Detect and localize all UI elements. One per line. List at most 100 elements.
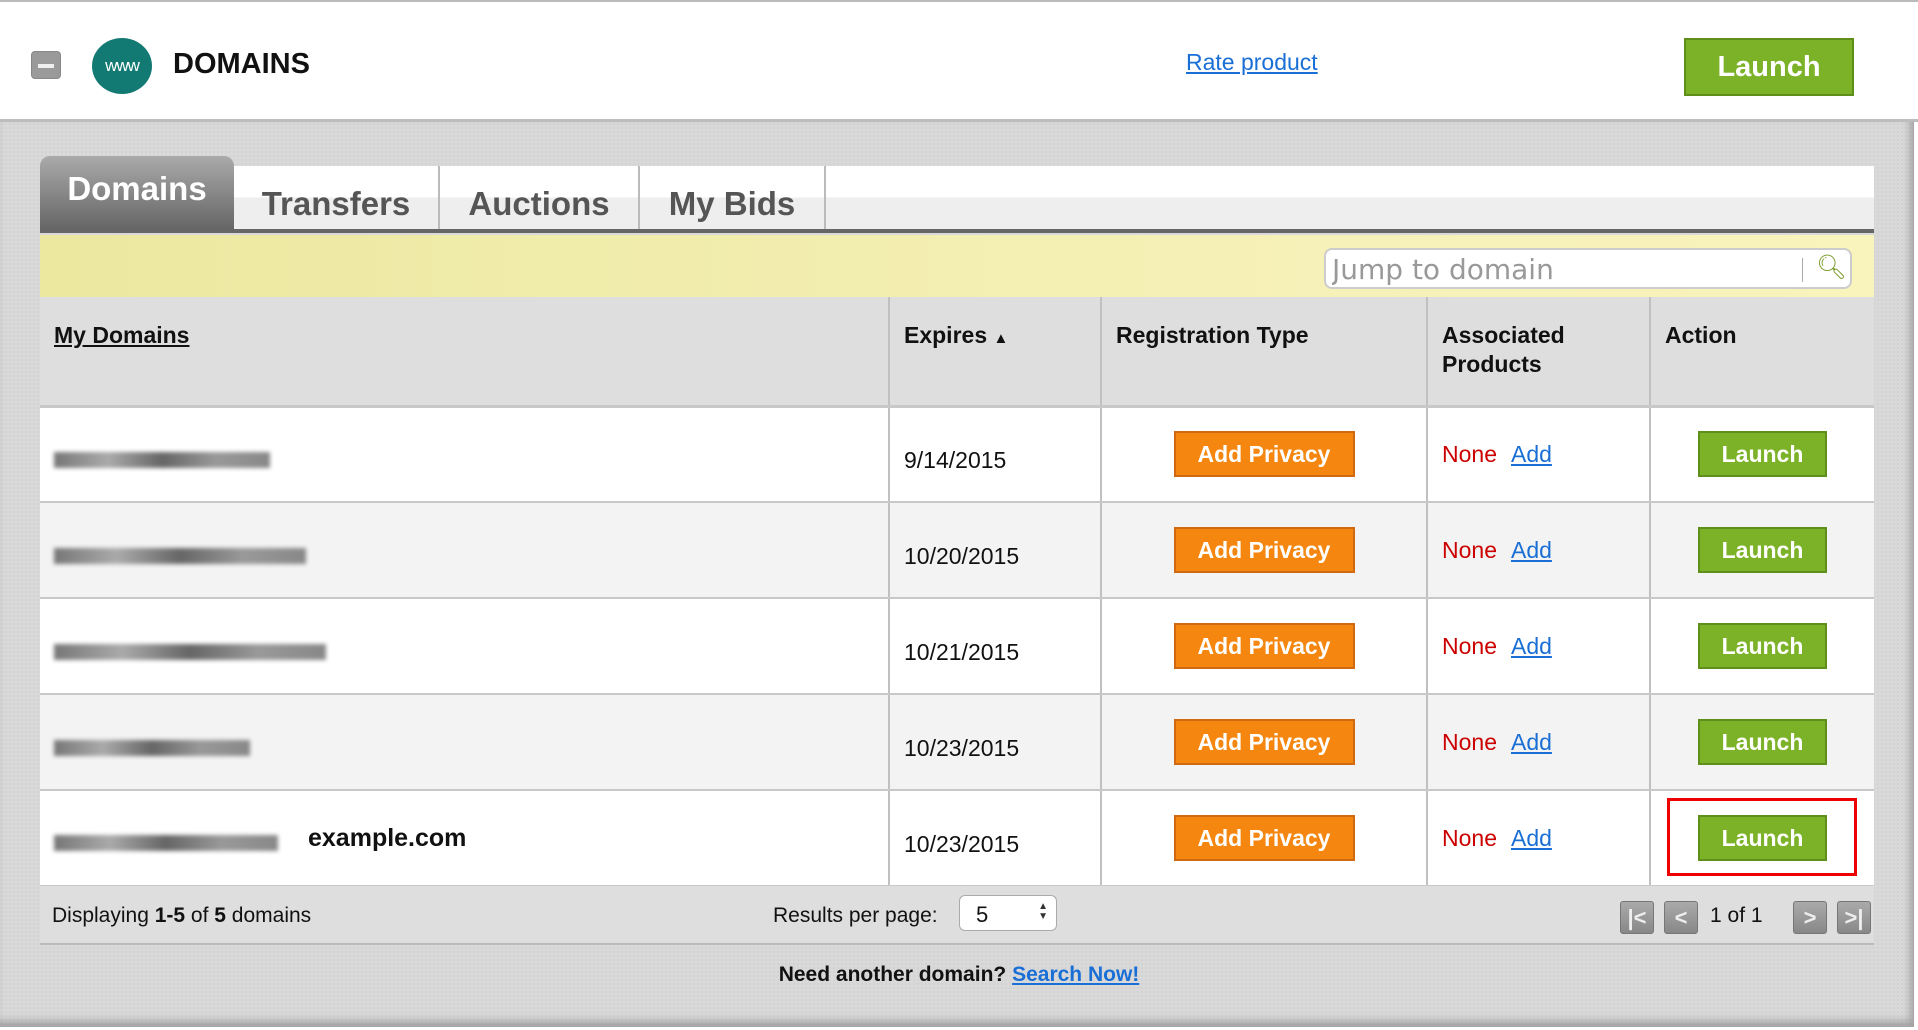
add-product-link[interactable]: Add [1510,632,1552,659]
expires-cell: 9/14/2015 [889,406,1102,503]
add-privacy-button[interactable]: Add Privacy [1173,719,1355,765]
products-none: None [1442,728,1497,755]
jump-to-domain-field[interactable]: 🔍︎ [1324,248,1852,289]
prev-page-icon[interactable]: < [1664,901,1698,934]
sort-ascending-icon: ▲ [993,330,1009,347]
divider [1802,258,1803,282]
domain-cell: example.com [40,790,890,887]
blurred-domain-name[interactable] [54,547,306,564]
tab-my-bids[interactable]: My Bids [640,166,826,229]
products-cell: None Add [1427,790,1651,887]
column-action: Action [1650,297,1874,408]
column-expires[interactable]: Expires ▲ [889,297,1102,408]
domains-table: My Domains Expires ▲ Registration Type A… [40,297,1874,887]
action-cell: Launch [1650,694,1874,791]
first-page-icon[interactable]: |< [1620,901,1654,934]
select-arrows-icon: ▲ ▼ [1038,901,1048,922]
column-my-domains[interactable]: My Domains [40,297,890,408]
products-none: None [1442,536,1497,563]
products-cell: None Add [1427,406,1651,503]
add-product-link[interactable]: Add [1510,824,1552,851]
display-count: Displaying 1-5 of 5 domains [52,904,311,928]
display-prefix: Displaying [52,904,155,927]
row-launch-button[interactable]: Launch [1698,815,1827,861]
action-cell: Launch [1650,790,1874,887]
sort-my-domains-link[interactable]: My Domains [54,322,190,348]
add-product-link[interactable]: Add [1510,536,1552,563]
products-none: None [1442,632,1497,659]
add-product-link[interactable]: Add [1510,728,1552,755]
registration-cell: Add Privacy [1101,790,1428,887]
search-input[interactable] [1332,252,1792,286]
table-row: 10/21/2015 Add Privacy None Add Launch [40,598,1874,695]
registration-cell: Add Privacy [1101,598,1428,695]
blurred-domain-name[interactable] [54,739,250,756]
action-cell: Launch [1650,598,1874,695]
search-icon[interactable]: 🔍︎ [1816,254,1847,281]
search-now-link[interactable]: Search Now! [1012,963,1140,986]
tab-transfers[interactable]: Transfers [234,166,440,229]
table-row: example.com 10/23/2015 Add Privacy None A… [40,790,1874,887]
products-cell: None Add [1427,694,1651,791]
add-privacy-button[interactable]: Add Privacy [1173,815,1355,861]
display-total: 5 [214,904,226,927]
expires-cell: 10/23/2015 [889,694,1102,791]
domain-cell [40,406,890,503]
add-privacy-button[interactable]: Add Privacy [1173,623,1355,669]
collapse-icon[interactable] [31,51,61,79]
display-of: of [185,904,215,927]
action-cell: Launch [1650,406,1874,503]
domain-cell [40,694,890,791]
blurred-domain-name[interactable] [54,643,326,660]
results-per-page-select[interactable]: 5 ▲ ▼ [959,895,1057,931]
last-page-icon[interactable]: >| [1837,901,1871,934]
column-associated-products: Associated Products [1427,297,1651,408]
action-cell: Launch [1650,502,1874,599]
expires-cell: 10/21/2015 [889,598,1102,695]
row-launch-button[interactable]: Launch [1698,527,1827,573]
column-registration-type: Registration Type [1101,297,1428,408]
add-privacy-button[interactable]: Add Privacy [1173,431,1355,478]
products-cell: None Add [1427,502,1651,599]
header: www DOMAINS Rate product Launch [0,2,1918,122]
next-page-icon[interactable]: > [1793,901,1827,934]
registration-cell: Add Privacy [1101,406,1428,503]
need-another-domain: Need another domain? Search Now! [0,963,1918,987]
expires-cell: 10/23/2015 [889,790,1102,887]
row-launch-button[interactable]: Launch [1698,719,1827,765]
row-launch-button[interactable]: Launch [1698,431,1827,478]
highlight-box [1667,798,1857,876]
column-expires-label[interactable]: Expires [904,322,988,348]
tab-bar: Domains Transfers Auctions My Bids [40,156,1874,233]
expires-cell: 10/20/2015 [889,502,1102,599]
add-product-link[interactable]: Add [1510,440,1552,467]
display-suffix: domains [225,904,312,927]
products-none: None [1442,824,1497,851]
need-domain-text: Need another domain? [778,963,1007,986]
blurred-domain-name[interactable] [54,452,270,469]
registration-cell: Add Privacy [1101,502,1428,599]
table-row: 9/14/2015 Add Privacy None Add Launch [40,406,1874,503]
results-per-page-label: Results per page: [773,904,938,927]
top-border [0,0,1918,2]
domain-cell [40,598,890,695]
domain-annotation: example.com [308,823,467,852]
products-none: None [1442,440,1497,467]
products-cell: None Add [1427,598,1651,695]
table-footer: Displaying 1-5 of 5 domains Results per … [40,886,1874,945]
table-row: 10/20/2015 Add Privacy None Add Launch [40,502,1874,599]
row-launch-button[interactable]: Launch [1698,623,1827,669]
tab-domains[interactable]: Domains [40,156,234,229]
results-per-page-value: 5 [976,902,989,927]
page-indicator: 1 of 1 [1710,904,1763,927]
tab-auctions[interactable]: Auctions [440,166,640,229]
www-logo-icon: www [92,38,152,94]
launch-button[interactable]: Launch [1684,38,1854,96]
domain-cell [40,502,890,599]
add-privacy-button[interactable]: Add Privacy [1173,527,1355,573]
registration-cell: Add Privacy [1101,694,1428,791]
table-row: 10/23/2015 Add Privacy None Add Launch [40,694,1874,791]
blurred-domain-name[interactable] [54,835,278,852]
display-range: 1-5 [154,904,186,927]
rate-product-link[interactable]: Rate product [1186,49,1318,75]
